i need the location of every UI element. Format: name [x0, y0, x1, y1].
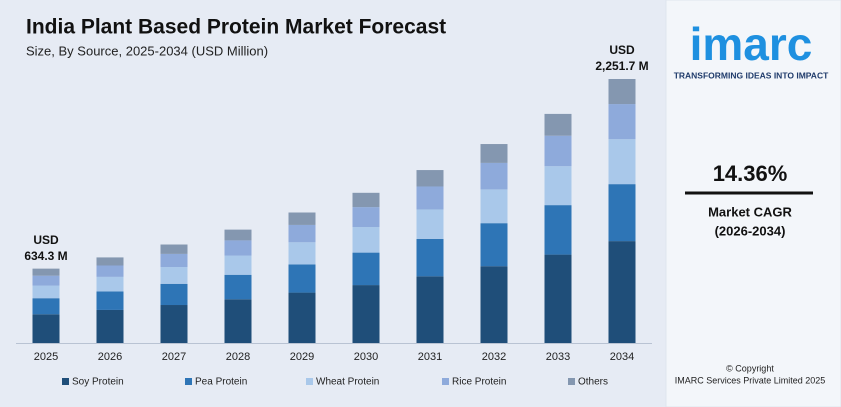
bar-segment: [480, 223, 508, 267]
bar-segment: [416, 209, 444, 239]
bar-segment: [608, 241, 636, 343]
bar-segment: [416, 238, 444, 277]
bar-segment: [544, 254, 572, 343]
bar-segment: [544, 113, 572, 136]
bar-segment: [608, 104, 636, 140]
bar-segment: [96, 265, 124, 277]
total-label: 2,251.7 M: [595, 59, 648, 73]
bar-segment: [32, 314, 60, 343]
legend-label: Soy Protein: [72, 377, 124, 388]
bar-segment: [224, 255, 252, 275]
legend-label: Rice Protein: [452, 377, 506, 388]
legend-label: Wheat Protein: [316, 377, 379, 388]
cagr-period: (2026-2034): [715, 223, 786, 238]
bar-segment: [288, 224, 316, 243]
bar-segment: [480, 162, 508, 190]
bar-segment: [32, 268, 60, 276]
bar-segment: [544, 205, 572, 255]
tagline: TRANSFORMING IDEAS INTO IMPACT: [674, 70, 829, 80]
bar-segment: [480, 266, 508, 343]
bar-segment: [352, 207, 380, 228]
legend-swatch: [62, 378, 69, 385]
bar-segment: [224, 229, 252, 241]
bar-segment: [352, 227, 380, 253]
copyright: © Copyright: [726, 363, 774, 373]
sidebar-panel: [666, 0, 841, 407]
bar-segment: [96, 257, 124, 266]
bar-segment: [160, 244, 188, 254]
bar-segment: [480, 144, 508, 163]
bar-segment: [224, 274, 252, 300]
company: IMARC Services Private Limited 2025: [675, 375, 826, 385]
bar-segment: [608, 184, 636, 242]
legend-swatch: [442, 378, 449, 385]
bar-segment: [608, 79, 636, 105]
x-tick-label: 2030: [354, 351, 378, 363]
x-tick-label: 2026: [98, 351, 122, 363]
bar-segment: [480, 189, 508, 224]
x-tick-label: 2031: [418, 351, 442, 363]
sidebar-border: [665, 0, 841, 407]
bar-segment: [224, 299, 252, 343]
bar-segment: [32, 275, 60, 286]
total-label: 634.3 M: [24, 249, 67, 263]
bar-segment: [288, 292, 316, 343]
bar-segment: [160, 305, 188, 343]
bar-segment: [352, 252, 380, 286]
chart-title: India Plant Based Protein Market Forecas…: [26, 16, 446, 39]
bar-segment: [96, 291, 124, 310]
bar-segment: [416, 276, 444, 343]
bar-segment: [160, 267, 188, 284]
bar-segment: [288, 242, 316, 265]
bar-segment: [96, 309, 124, 343]
bar-segment: [416, 186, 444, 210]
bar-segment: [544, 166, 572, 206]
bar-segment: [288, 264, 316, 293]
legend-swatch: [306, 378, 313, 385]
x-tick-label: 2034: [610, 351, 634, 363]
bar-segment: [288, 212, 316, 225]
bar-segment: [352, 285, 380, 343]
bar-segment: [416, 170, 444, 187]
bar-segment: [160, 283, 188, 306]
bar-segment: [160, 253, 188, 268]
cagr-label: Market CAGR: [708, 204, 792, 219]
total-label: USD: [33, 233, 59, 247]
cagr-value: 14.36%: [713, 161, 788, 186]
legend-swatch: [568, 378, 575, 385]
bar-segment: [32, 285, 60, 299]
bar-segment: [96, 276, 124, 292]
bar-segment: [352, 192, 380, 208]
chart-subtitle: Size, By Source, 2025-2034 (USD Million): [26, 43, 268, 58]
x-tick-label: 2029: [290, 351, 314, 363]
x-tick-label: 2032: [482, 351, 506, 363]
bar-segment: [608, 139, 636, 185]
x-tick-label: 2033: [546, 351, 570, 363]
bar-segment: [544, 135, 572, 167]
logo: imarc: [690, 18, 813, 70]
bar-segment: [224, 240, 252, 256]
legend-label: Pea Protein: [195, 377, 247, 388]
total-label: USD: [609, 43, 635, 57]
bar-segment: [32, 298, 60, 315]
x-tick-label: 2025: [34, 351, 58, 363]
x-tick-label: 2027: [162, 351, 186, 363]
x-tick-label: 2028: [226, 351, 250, 363]
legend-swatch: [185, 378, 192, 385]
legend-label: Others: [578, 377, 608, 388]
